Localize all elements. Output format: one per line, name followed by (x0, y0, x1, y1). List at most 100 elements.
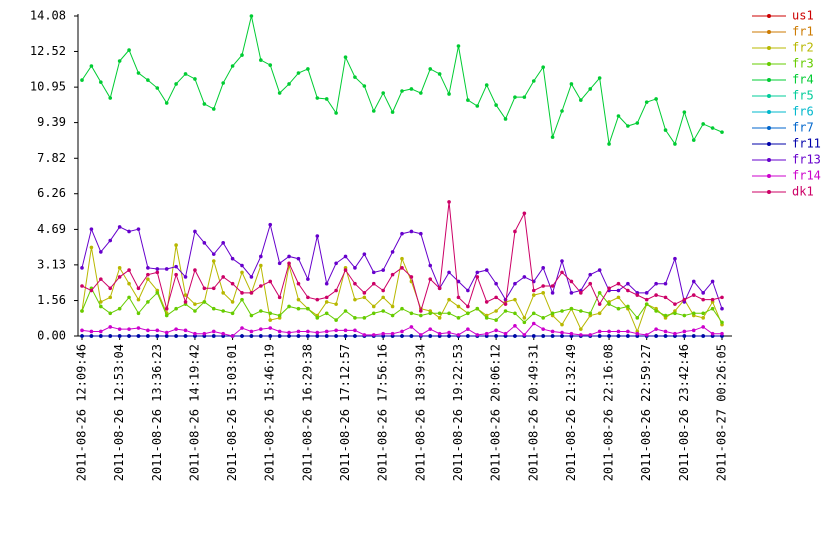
data-point (597, 291, 602, 295)
legend-label: us1 (792, 9, 814, 23)
data-point (654, 97, 658, 101)
legend-label: fr1 (792, 25, 814, 39)
data-point (447, 297, 451, 302)
data-point (353, 281, 357, 286)
data-point (654, 334, 658, 338)
data-point (597, 334, 602, 338)
data-point (447, 334, 451, 338)
data-point (409, 311, 414, 316)
data-point (99, 277, 103, 281)
data-point (682, 329, 687, 334)
data-point (691, 334, 696, 338)
data-point (324, 329, 329, 334)
data-point (221, 81, 225, 85)
legend-marker (767, 94, 771, 98)
data-point (211, 286, 216, 291)
data-point (475, 333, 480, 337)
data-point (315, 297, 320, 302)
data-point (306, 334, 310, 338)
data-point (315, 316, 320, 320)
data-point (513, 334, 517, 338)
data-point (108, 96, 113, 100)
data-point (353, 297, 357, 302)
y-tick-label: 7.82 (37, 151, 66, 165)
data-point (99, 329, 103, 334)
data-point (268, 334, 273, 338)
data-point (296, 281, 301, 286)
data-point (569, 291, 574, 295)
data-point (99, 334, 103, 338)
data-point (447, 200, 451, 204)
data-point (654, 281, 658, 286)
data-point (381, 309, 385, 313)
x-tick-label: 2011-08-26 23:42:46 (677, 344, 691, 481)
data-point (268, 279, 273, 284)
data-point (80, 266, 84, 270)
data-point (437, 72, 442, 76)
data-point (80, 328, 84, 333)
y-tick-label: 0.00 (37, 329, 66, 343)
data-point (550, 135, 555, 139)
data-point (287, 82, 291, 86)
data-point (306, 277, 310, 281)
data-point (456, 295, 461, 300)
data-point (626, 304, 630, 309)
data-point (108, 334, 113, 338)
data-point (240, 291, 244, 295)
data-point (409, 275, 414, 279)
data-point (362, 84, 367, 88)
data-point (183, 72, 188, 76)
data-point (720, 306, 724, 311)
data-point (522, 333, 527, 337)
data-point (164, 101, 169, 105)
x-tick-label: 2011-08-26 20:49:31 (526, 344, 540, 481)
data-point (503, 302, 508, 306)
legend-marker (767, 46, 771, 50)
data-point (579, 291, 583, 295)
data-point (174, 82, 178, 86)
data-point (541, 291, 545, 295)
data-point (117, 225, 122, 229)
data-point (353, 266, 357, 270)
data-point (136, 71, 141, 75)
data-point (240, 334, 244, 338)
data-point (193, 268, 197, 272)
data-point (400, 231, 404, 236)
legend-label: dk1 (792, 185, 814, 199)
data-point (136, 286, 141, 291)
legend-label: fr4 (792, 73, 814, 87)
legend-marker (767, 78, 771, 82)
data-point (193, 309, 197, 313)
data-point (146, 328, 150, 333)
data-point (268, 326, 273, 330)
legend-label: fr5 (792, 89, 814, 103)
data-point (268, 318, 273, 322)
data-point (597, 329, 602, 334)
data-point (155, 270, 160, 275)
data-point (691, 328, 696, 333)
legend-label: fr2 (792, 41, 814, 55)
data-point (710, 126, 715, 130)
data-point (456, 304, 461, 309)
data-point (136, 311, 141, 316)
data-point (202, 241, 207, 245)
data-point (353, 334, 357, 338)
data-point (447, 330, 451, 335)
x-tick-label: 2011-08-26 21:32:49 (564, 344, 578, 481)
data-point (682, 313, 687, 318)
data-point (390, 250, 395, 254)
x-tick-label: 2011-08-26 20:06:12 (489, 344, 503, 481)
data-point (513, 297, 517, 302)
data-point (701, 297, 705, 302)
data-point (155, 328, 160, 333)
data-point (720, 295, 724, 300)
data-point (324, 97, 329, 101)
legend-label: fr6 (792, 105, 814, 119)
data-point (362, 252, 367, 256)
y-tick-label: 14.08 (30, 9, 66, 23)
data-point (484, 331, 489, 336)
data-point (456, 316, 461, 320)
data-point (531, 311, 536, 316)
data-point (146, 334, 150, 338)
y-tick-label: 3.13 (37, 257, 66, 271)
